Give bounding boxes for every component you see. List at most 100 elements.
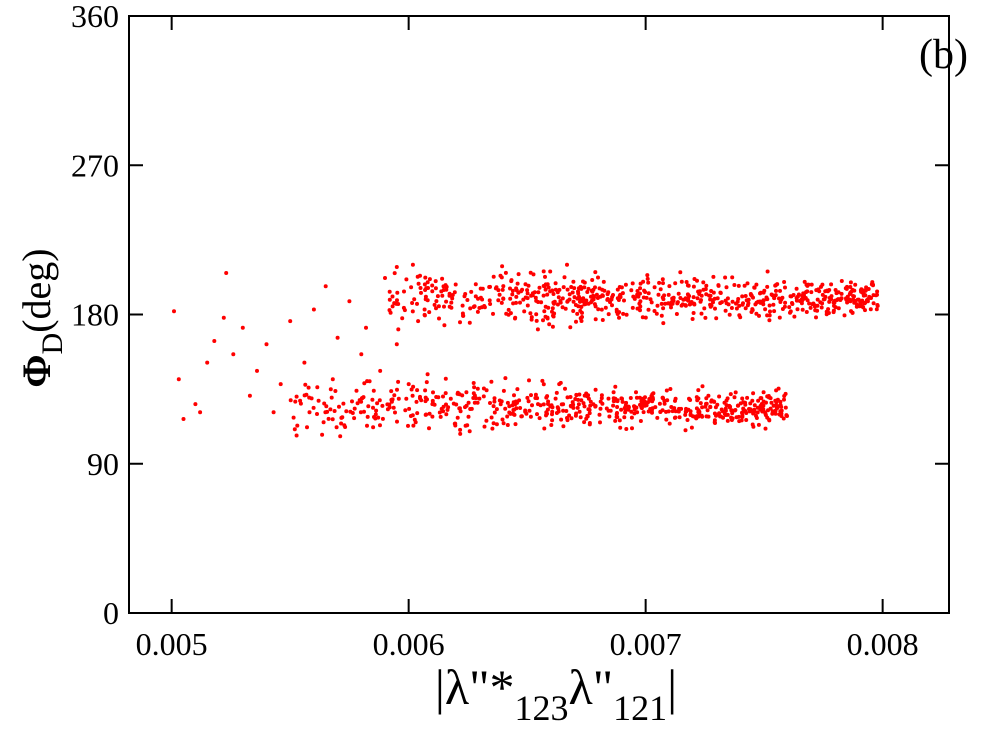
data-point — [615, 405, 620, 409]
data-point — [339, 415, 344, 420]
data-point — [827, 296, 832, 300]
x-tick-label: 0.006 — [373, 626, 445, 662]
data-point — [581, 401, 586, 406]
data-point — [868, 307, 873, 312]
data-point — [255, 368, 259, 373]
data-point — [656, 292, 661, 297]
data-point — [770, 411, 775, 416]
data-point — [839, 291, 844, 296]
data-point — [509, 278, 514, 283]
data-point — [600, 401, 605, 406]
data-point — [415, 301, 419, 306]
data-point — [564, 409, 569, 413]
data-point — [602, 288, 607, 293]
data-point — [628, 396, 633, 400]
data-point — [600, 318, 605, 322]
data-point — [453, 421, 458, 426]
data-point — [712, 418, 717, 423]
data-point — [792, 314, 797, 319]
data-point — [323, 410, 328, 415]
data-point — [465, 423, 470, 428]
data-point — [715, 296, 720, 301]
data-point — [574, 392, 579, 397]
data-point — [641, 410, 646, 415]
data-point — [702, 306, 707, 311]
data-point — [773, 283, 778, 288]
data-point — [457, 406, 462, 411]
data-point — [765, 269, 770, 274]
data-point — [721, 415, 725, 420]
data-point — [624, 312, 629, 317]
data-point — [513, 402, 518, 407]
data-point — [334, 425, 339, 430]
data-point — [732, 395, 737, 400]
data-point — [572, 295, 577, 300]
data-point — [624, 427, 629, 431]
data-point — [842, 313, 847, 318]
data-point — [662, 401, 667, 406]
data-point — [423, 288, 428, 292]
data-point — [683, 303, 688, 308]
x-label-post: | — [667, 659, 677, 715]
data-point — [559, 417, 564, 422]
data-point — [550, 306, 555, 311]
data-point — [724, 403, 729, 408]
data-point — [584, 416, 589, 421]
data-point — [424, 380, 429, 385]
data-point — [758, 403, 763, 408]
data-point — [788, 310, 792, 315]
data-point — [437, 316, 441, 321]
data-point — [827, 299, 832, 304]
data-point — [518, 300, 522, 305]
data-point — [355, 401, 360, 406]
data-point — [484, 418, 489, 423]
data-point — [465, 298, 470, 302]
data-point — [676, 409, 681, 414]
data-point — [683, 412, 688, 417]
data-point — [578, 415, 583, 420]
data-point — [425, 280, 430, 285]
data-point — [477, 306, 482, 310]
data-point — [471, 381, 476, 385]
data-point — [388, 310, 393, 315]
data-point — [704, 283, 709, 288]
data-point — [415, 388, 420, 393]
data-point — [644, 295, 649, 300]
data-point — [567, 292, 572, 297]
data-point — [871, 301, 876, 306]
data-point — [548, 269, 553, 274]
data-point — [535, 396, 540, 401]
data-point — [730, 411, 735, 416]
data-point — [749, 293, 754, 298]
data-point — [534, 318, 539, 323]
data-point — [396, 396, 401, 401]
data-point — [455, 390, 460, 395]
data-point — [403, 408, 408, 413]
data-point — [810, 302, 815, 307]
data-point — [424, 412, 429, 417]
data-point — [305, 425, 309, 430]
data-point — [338, 434, 343, 439]
data-point — [497, 292, 502, 297]
data-point — [701, 287, 706, 292]
data-point — [561, 424, 566, 429]
data-point — [427, 310, 432, 315]
data-point — [395, 419, 399, 424]
data-point — [365, 423, 369, 428]
data-point — [762, 288, 767, 293]
data-point — [224, 271, 229, 275]
data-point — [668, 387, 673, 391]
data-point — [815, 308, 820, 313]
data-point — [551, 292, 556, 296]
data-point — [619, 407, 624, 412]
data-point — [763, 426, 768, 431]
data-point — [658, 287, 663, 292]
data-point — [530, 291, 535, 296]
data-point — [415, 411, 420, 416]
data-point — [506, 312, 511, 317]
data-point — [533, 392, 538, 397]
data-point — [322, 401, 327, 406]
data-point — [519, 414, 524, 419]
data-point — [571, 299, 576, 304]
data-point — [596, 307, 601, 312]
